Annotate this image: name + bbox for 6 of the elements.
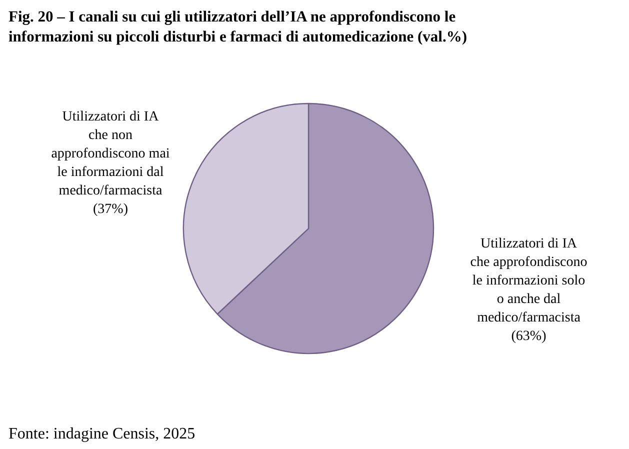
chart-title: Fig. 20 – I canali su cui gli utilizzatori dell’IA ne approfondiscono le informazioni su piccoli disturbi e farmaci di automedicazione (val.%) xyxy=(8,8,468,46)
data-label: (63%) xyxy=(511,329,547,344)
data-label: (37%) xyxy=(93,202,128,217)
slice-label: Utilizzatori di IA che non approfondiscono mai le informazioni dal medico/farmacista xyxy=(51,109,170,198)
source-note: Fonte: indagine Censis, 2025 xyxy=(8,426,196,442)
slice-label: Utilizzatori di IA che approfondiscono le informazioni solo o anche dal medico/farmacista xyxy=(470,236,588,326)
